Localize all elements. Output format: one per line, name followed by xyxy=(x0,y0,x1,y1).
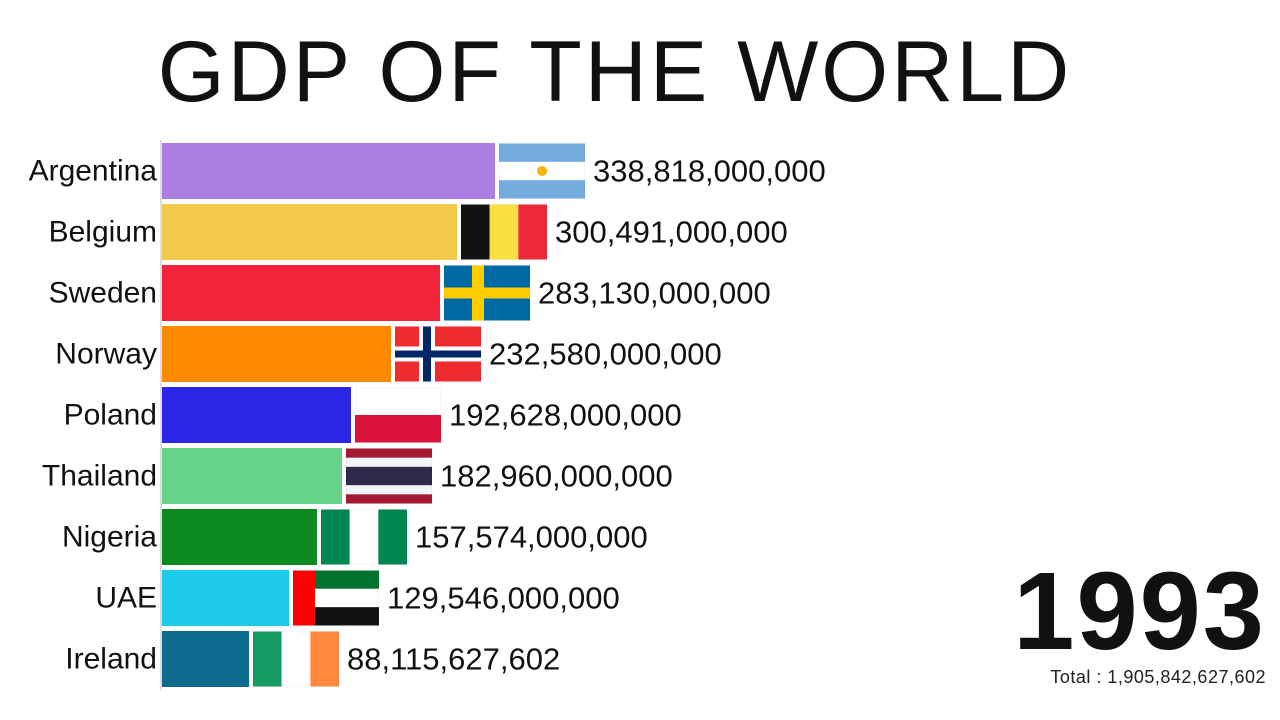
bar-argentina xyxy=(162,143,495,199)
category-label: Belgium xyxy=(49,216,157,249)
bar-belgium xyxy=(162,204,457,260)
value-label: 338,818,000,000 xyxy=(593,154,826,189)
flag-uae-icon xyxy=(293,570,379,626)
flag-ireland-icon xyxy=(253,631,339,687)
bar-thailand xyxy=(162,448,342,504)
value-label: 192,628,000,000 xyxy=(449,398,682,433)
category-label: Thailand xyxy=(42,460,157,493)
bar-poland xyxy=(162,387,351,443)
value-label: 129,546,000,000 xyxy=(387,581,620,616)
flag-poland-icon xyxy=(355,387,441,443)
flag-argentina-icon xyxy=(499,143,585,199)
value-label: 283,130,000,000 xyxy=(538,276,771,311)
category-label: Norway xyxy=(55,338,157,371)
category-label: UAE xyxy=(95,582,157,615)
value-label: 232,580,000,000 xyxy=(489,337,722,372)
total-label: Total : 1,905,842,627,602 xyxy=(1050,667,1266,687)
bar-uae xyxy=(162,570,289,626)
value-label: 300,491,000,000 xyxy=(555,215,788,250)
flag-nigeria-icon xyxy=(321,509,407,565)
chart-title: GDP OF THE WORLD xyxy=(157,24,1073,120)
flag-norway-icon xyxy=(395,326,481,382)
value-label: 182,960,000,000 xyxy=(440,459,673,494)
flag-thailand-icon xyxy=(346,448,432,504)
category-label: Nigeria xyxy=(62,521,157,554)
value-label: 157,574,000,000 xyxy=(415,520,648,555)
category-label: Sweden xyxy=(49,277,157,310)
bar-sweden xyxy=(162,265,440,321)
category-label: Poland xyxy=(64,399,157,432)
flag-sweden-icon xyxy=(444,265,530,321)
bar-norway xyxy=(162,326,391,382)
category-label: Ireland xyxy=(65,643,157,676)
flag-belgium-icon xyxy=(461,204,547,260)
category-label: Argentina xyxy=(29,155,158,188)
bar-nigeria xyxy=(162,509,317,565)
bar-ireland xyxy=(162,631,249,687)
value-label: 88,115,627,602 xyxy=(347,642,560,677)
year-label: 1993 xyxy=(1013,550,1266,673)
